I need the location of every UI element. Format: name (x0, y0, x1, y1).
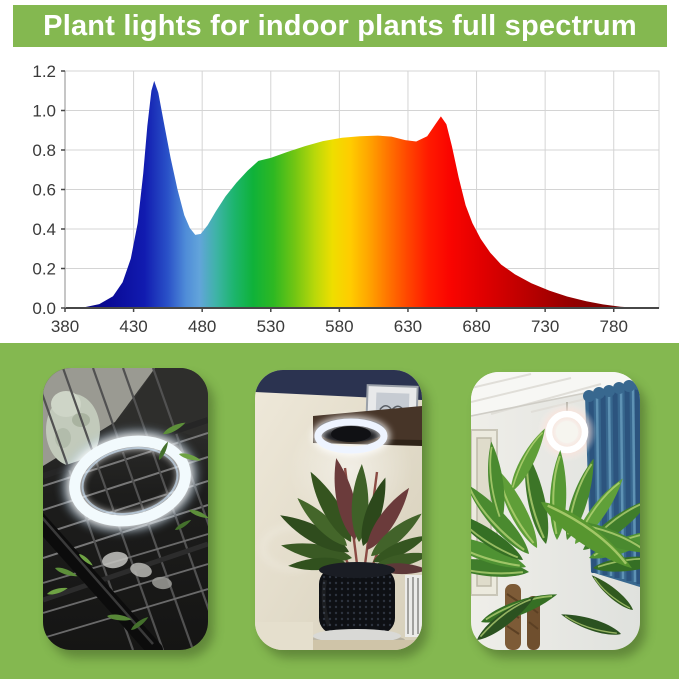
rack-bar-lower (43, 541, 208, 603)
white-shoes (102, 551, 172, 590)
svg-text:480: 480 (188, 317, 216, 336)
plant-pot (319, 562, 395, 634)
photo-ring-light-above-dracaena (471, 372, 640, 650)
svg-text:530: 530 (257, 317, 285, 336)
photo-ring-light-over-potted-plant (255, 370, 422, 650)
svg-text:380: 380 (51, 317, 79, 336)
photo-3-art (471, 372, 640, 650)
table-surface (255, 640, 422, 650)
y-axis-labels: 0.0 0.2 0.4 0.6 0.8 1.0 1.2 (32, 62, 56, 318)
x-axis-labels: 380 430 480 530 580 630 680 730 780 (51, 317, 628, 336)
svg-text:0.2: 0.2 (32, 260, 56, 279)
photo-1-art (43, 368, 208, 650)
ring-light (60, 428, 200, 534)
ceiling (471, 372, 640, 416)
svg-text:430: 430 (119, 317, 147, 336)
ring-light (537, 402, 597, 462)
svg-text:780: 780 (600, 317, 628, 336)
photo-2-art (255, 370, 422, 650)
spectrum-area (65, 80, 642, 309)
svg-text:680: 680 (462, 317, 490, 336)
title-banner: Plant lights for indoor plants full spec… (13, 5, 667, 47)
svg-text:580: 580 (325, 317, 353, 336)
blue-curtain (583, 378, 640, 587)
svg-text:730: 730 (531, 317, 559, 336)
neighbor-pot (405, 575, 422, 637)
svg-text:1.2: 1.2 (32, 62, 56, 81)
svg-text:0.4: 0.4 (32, 220, 56, 239)
spectrum-chart: 0.0 0.2 0.4 0.6 0.8 1.0 1.2 380 430 480 530 580 630… (32, 62, 660, 336)
svg-text:630: 630 (394, 317, 422, 336)
light-pole-highlight (43, 516, 154, 645)
svg-text:0.0: 0.0 (32, 299, 56, 318)
spectrum-chart-container: 0.0 0.2 0.4 0.6 0.8 1.0 1.2 380 430 480 530 580 630… (0, 55, 679, 343)
chart-axes (61, 70, 659, 312)
svg-text:0.6: 0.6 (32, 181, 56, 200)
svg-text:1.0: 1.0 (32, 102, 56, 121)
ring-light (312, 416, 390, 456)
svg-text:0.8: 0.8 (32, 141, 56, 160)
pot-saucer (313, 629, 401, 643)
photo-ring-light-on-wire-rack (43, 368, 208, 650)
page-title: Plant lights for indoor plants full spec… (43, 9, 637, 42)
